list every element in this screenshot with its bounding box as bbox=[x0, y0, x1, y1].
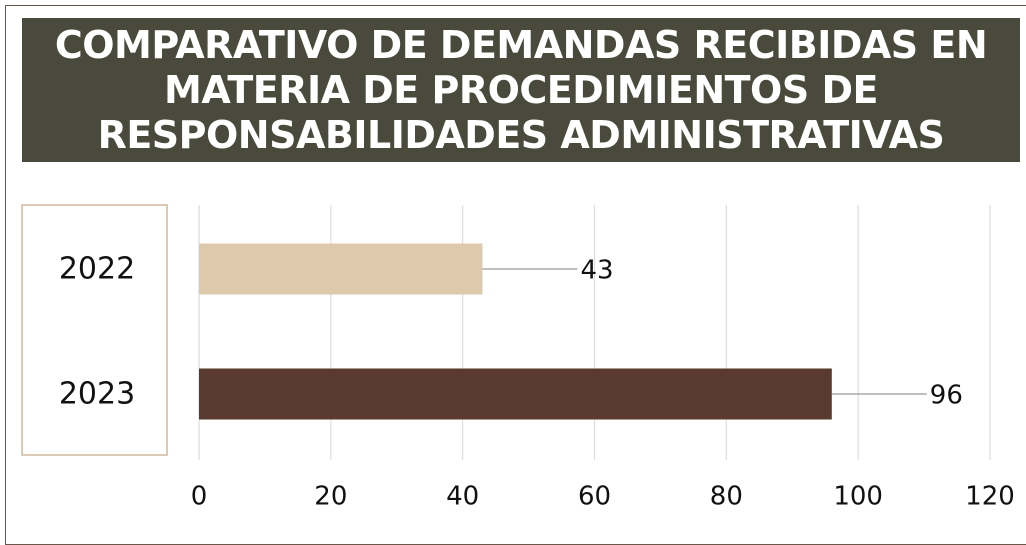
x-tick-label: 120 bbox=[965, 482, 1015, 512]
y-tick-label: 2022 bbox=[59, 252, 135, 287]
x-tick-label: 0 bbox=[191, 482, 208, 512]
bar bbox=[199, 368, 832, 420]
x-tick-label: 40 bbox=[446, 482, 479, 512]
x-tick-label: 60 bbox=[578, 482, 611, 512]
x-tick-label: 80 bbox=[710, 482, 743, 512]
x-tick-label: 20 bbox=[314, 482, 347, 512]
data-label: 96 bbox=[930, 381, 963, 411]
category-box bbox=[21, 204, 168, 456]
x-tick-label: 100 bbox=[833, 482, 883, 512]
y-tick-label: 2023 bbox=[59, 377, 135, 412]
title-banner: COMPARATIVO DE DEMANDAS RECIBIDAS EN MAT… bbox=[22, 18, 1020, 162]
data-label: 43 bbox=[580, 256, 613, 286]
chart-title: COMPARATIVO DE DEMANDAS RECIBIDAS EN MAT… bbox=[54, 22, 988, 157]
bar bbox=[199, 243, 483, 295]
page: COMPARATIVO DE DEMANDAS RECIBIDAS EN MAT… bbox=[5, 5, 1026, 545]
chart: 0 20 40 60 80 100 120 2022 43 2023 96 bbox=[21, 204, 1015, 512]
